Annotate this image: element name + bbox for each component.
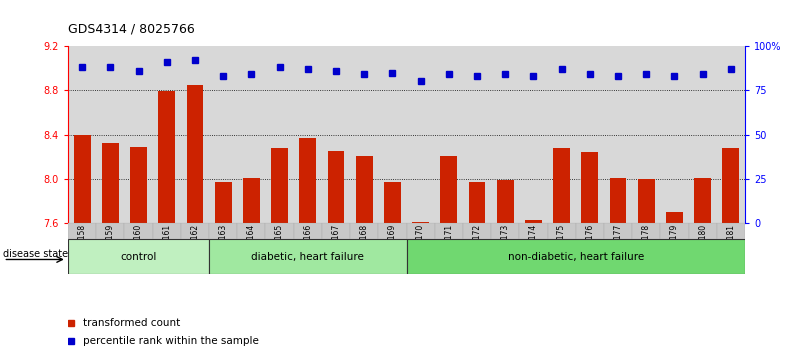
- Text: GSM662171: GSM662171: [445, 224, 453, 270]
- Bar: [435, 223, 463, 239]
- Bar: [525, 220, 542, 223]
- Text: GSM662158: GSM662158: [78, 224, 87, 270]
- Text: GSM662179: GSM662179: [670, 224, 679, 270]
- Bar: [350, 223, 378, 239]
- Bar: [130, 147, 147, 223]
- Bar: [666, 212, 683, 223]
- Bar: [610, 178, 626, 223]
- Bar: [243, 178, 260, 223]
- Bar: [576, 223, 604, 239]
- Bar: [102, 143, 119, 223]
- Text: GSM662168: GSM662168: [360, 224, 368, 270]
- Bar: [159, 91, 175, 223]
- Bar: [407, 223, 435, 239]
- Bar: [356, 155, 372, 223]
- Bar: [187, 85, 203, 223]
- Text: transformed count: transformed count: [83, 318, 180, 328]
- Text: GSM662159: GSM662159: [106, 224, 115, 270]
- Text: GSM662166: GSM662166: [304, 224, 312, 270]
- Text: GSM662173: GSM662173: [501, 224, 509, 270]
- Text: GDS4314 / 8025766: GDS4314 / 8025766: [68, 22, 195, 35]
- Bar: [469, 182, 485, 223]
- Text: GSM662181: GSM662181: [727, 224, 735, 270]
- Text: GSM662162: GSM662162: [191, 224, 199, 270]
- Bar: [723, 148, 739, 223]
- Text: GSM662172: GSM662172: [473, 224, 481, 270]
- Bar: [463, 223, 491, 239]
- Bar: [153, 223, 181, 239]
- Bar: [322, 223, 350, 239]
- Bar: [74, 135, 91, 223]
- Text: control: control: [120, 252, 157, 262]
- Bar: [441, 155, 457, 223]
- Bar: [294, 223, 322, 239]
- Text: disease state: disease state: [3, 249, 69, 259]
- Bar: [660, 223, 689, 239]
- Bar: [491, 223, 519, 239]
- Bar: [497, 180, 513, 223]
- Text: percentile rank within the sample: percentile rank within the sample: [83, 336, 259, 346]
- Text: GSM662180: GSM662180: [698, 224, 707, 270]
- Bar: [124, 223, 153, 239]
- Bar: [68, 239, 209, 274]
- Bar: [582, 152, 598, 223]
- Bar: [413, 222, 429, 223]
- Bar: [237, 223, 265, 239]
- Text: GSM662163: GSM662163: [219, 224, 227, 270]
- Bar: [209, 239, 407, 274]
- Text: GSM662177: GSM662177: [614, 224, 622, 270]
- Text: GSM662165: GSM662165: [275, 224, 284, 270]
- Bar: [407, 239, 745, 274]
- Bar: [215, 182, 231, 223]
- Bar: [209, 223, 237, 239]
- Bar: [717, 223, 745, 239]
- Text: GSM662161: GSM662161: [163, 224, 171, 270]
- Bar: [638, 179, 654, 223]
- Text: GSM662175: GSM662175: [557, 224, 566, 270]
- Bar: [689, 223, 717, 239]
- Text: diabetic, heart failure: diabetic, heart failure: [252, 252, 364, 262]
- Bar: [96, 223, 124, 239]
- Text: GSM662164: GSM662164: [247, 224, 256, 270]
- Bar: [271, 148, 288, 223]
- Bar: [328, 151, 344, 223]
- Text: GSM662169: GSM662169: [388, 224, 397, 270]
- Bar: [378, 223, 407, 239]
- Bar: [519, 223, 548, 239]
- Text: GSM662167: GSM662167: [332, 224, 340, 270]
- Bar: [553, 148, 570, 223]
- Bar: [300, 138, 316, 223]
- Bar: [694, 178, 711, 223]
- Bar: [265, 223, 294, 239]
- Text: GSM662170: GSM662170: [416, 224, 425, 270]
- Bar: [632, 223, 660, 239]
- Bar: [548, 223, 576, 239]
- Text: GSM662174: GSM662174: [529, 224, 538, 270]
- Bar: [181, 223, 209, 239]
- Bar: [68, 223, 96, 239]
- Text: non-diabetic, heart failure: non-diabetic, heart failure: [508, 252, 644, 262]
- Text: GSM662176: GSM662176: [586, 224, 594, 270]
- Text: GSM662160: GSM662160: [134, 224, 143, 270]
- Bar: [384, 182, 400, 223]
- Text: GSM662178: GSM662178: [642, 224, 650, 270]
- Bar: [604, 223, 632, 239]
